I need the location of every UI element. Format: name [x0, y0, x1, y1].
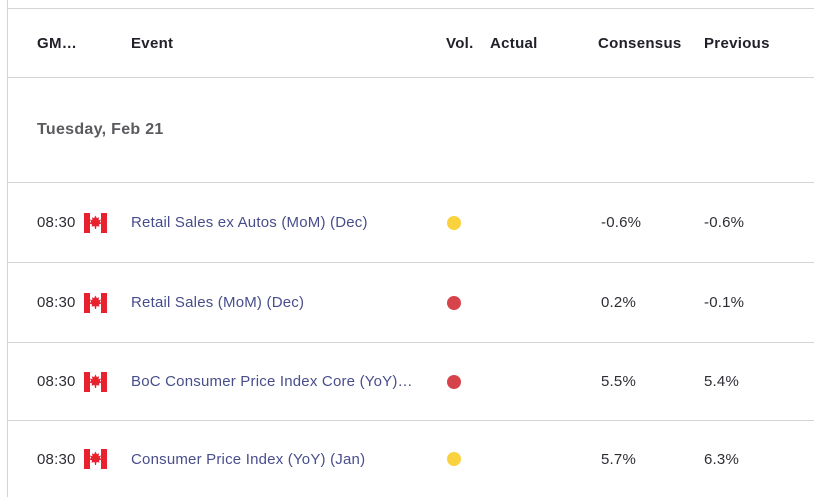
- time-cell: 08:30: [8, 371, 131, 392]
- vol-cell: [446, 215, 490, 230]
- column-header-gmt[interactable]: GM…: [37, 34, 78, 52]
- date-header-label: Tuesday, Feb 21: [37, 121, 164, 138]
- previous-value: 5.4%: [704, 373, 739, 390]
- column-header-actual: Actual: [490, 34, 538, 52]
- consensus-value: 5.5%: [601, 373, 636, 390]
- consensus-value: 5.7%: [601, 450, 636, 468]
- canada-flag-icon: [84, 449, 107, 469]
- volatility-dot: [447, 215, 461, 230]
- time-cell: 08:30: [8, 292, 131, 313]
- event-name[interactable]: Consumer Price Index (YoY) (Jan): [131, 450, 366, 468]
- event-time: 08:30: [37, 214, 76, 231]
- event-name[interactable]: Retail Sales ex Autos (MoM) (Dec): [131, 214, 368, 231]
- event-row[interactable]: 08:30 BoC Consumer Price Index Core (YoY…: [8, 343, 814, 421]
- column-header-volatility: Vol.: [446, 34, 474, 52]
- date-header: Tuesday, Feb 21: [8, 78, 814, 183]
- canada-flag-icon: [84, 371, 107, 392]
- event-time: 08:30: [37, 294, 76, 311]
- consensus-value: -0.6%: [601, 214, 642, 231]
- column-header-previous: Previous: [704, 34, 770, 52]
- vol-cell: [446, 295, 490, 310]
- time-cell: 08:30: [8, 449, 131, 469]
- event-time: 08:30: [37, 450, 76, 468]
- table-header-row: GM… Event Vol. Actual Consensus Previous: [8, 8, 814, 78]
- vol-cell: [446, 374, 490, 389]
- time-cell: 08:30: [8, 212, 131, 233]
- table-left-border: [7, 0, 8, 497]
- event-name[interactable]: Retail Sales (MoM) (Dec): [131, 294, 305, 311]
- table-body: 08:30 Retail Sales ex Autos (MoM) (Dec) …: [8, 183, 814, 497]
- calendar-table: GM… Event Vol. Actual Consensus Previous…: [8, 8, 814, 497]
- column-header-consensus: Consensus: [598, 34, 682, 52]
- previous-value: -0.1%: [704, 294, 745, 311]
- previous-value: -0.6%: [704, 214, 745, 231]
- vol-cell: [446, 452, 490, 466]
- event-row[interactable]: 08:30 Retail Sales ex Autos (MoM) (Dec) …: [8, 183, 814, 263]
- volatility-dot: [447, 295, 461, 310]
- event-row[interactable]: 08:30 Retail Sales (MoM) (Dec) 0.2% -0.1…: [8, 263, 814, 343]
- volatility-dot: [447, 452, 461, 466]
- canada-flag-icon: [84, 292, 107, 313]
- event-row[interactable]: 08:30 Consumer Price Index (YoY) (Jan) 5…: [8, 421, 814, 497]
- previous-value: 6.3%: [704, 450, 739, 468]
- event-time: 08:30: [37, 373, 76, 390]
- canada-flag-icon: [84, 212, 107, 233]
- column-header-event: Event: [131, 34, 174, 52]
- event-name[interactable]: BoC Consumer Price Index Core (YoY)…: [131, 373, 413, 390]
- consensus-value: 0.2%: [601, 294, 636, 311]
- volatility-dot: [447, 374, 461, 389]
